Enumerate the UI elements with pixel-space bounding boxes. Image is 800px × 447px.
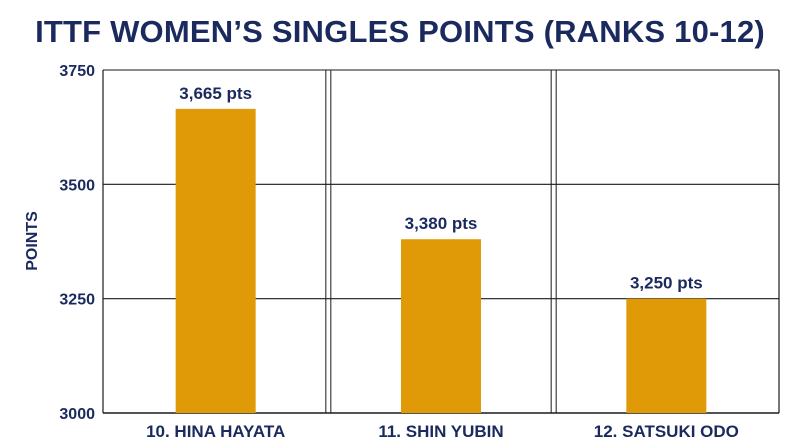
- category-label-3: 12. SATSUKI ODO: [594, 422, 739, 441]
- y-tick-label-3750: 3750: [59, 63, 95, 80]
- data-label-1: 3,665 pts: [179, 84, 252, 103]
- data-label-3: 3,250 pts: [630, 274, 703, 293]
- labels-layer: 3000 3250 3500 3750 3,665 pts 10. HINA HAYATA…: [59, 63, 739, 441]
- y-tick-label-3250: 3250: [59, 292, 95, 309]
- bars-layer: [175, 108, 707, 413]
- bar-2: [401, 239, 481, 413]
- category-label-1: 10. HINA HAYATA: [146, 422, 285, 441]
- y-tick-label-3000: 3000: [59, 406, 95, 423]
- data-label-2: 3,380 pts: [405, 214, 478, 233]
- category-label-2: 11. SHIN YUBIN: [378, 422, 503, 441]
- bar-3: [626, 298, 707, 413]
- bar-1: [175, 108, 256, 413]
- chart-title: ITTF WOMEN’S SINGLES POINTS (RANKS 10-12…: [35, 14, 765, 49]
- y-tick-label-3500: 3500: [59, 177, 95, 194]
- y-axis-label: POINTS: [24, 211, 41, 271]
